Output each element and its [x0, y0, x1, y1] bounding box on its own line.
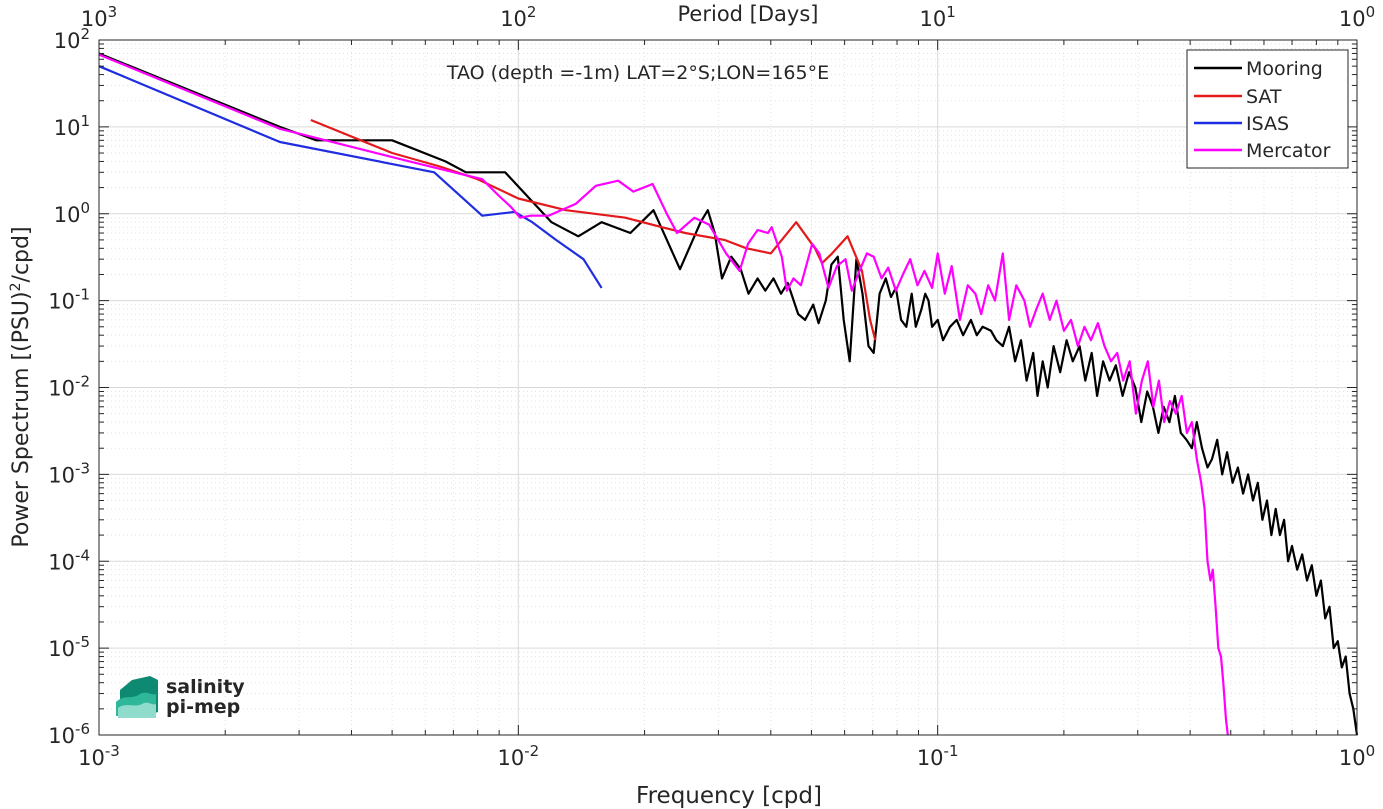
y-tick-label: 10-4	[48, 546, 90, 574]
minor-grid	[99, 40, 1357, 735]
legend-label-isas: ISAS	[1246, 113, 1289, 135]
tick-labels: 10-3 103 10-2 102 10-1 101 100 100 10-6 10-5 10-4 1…	[48, 3, 1375, 770]
y-tick-label: 10-5	[48, 633, 90, 661]
y-tick-label: 10-6	[48, 720, 90, 748]
top-x-tick-label: 103	[81, 3, 117, 31]
legend-box	[1186, 49, 1349, 169]
x-axis-label: Frequency [cpd]	[636, 783, 822, 809]
y-tick-label: 10-3	[48, 459, 90, 487]
series-line-mooring	[98, 52, 1359, 736]
logo-line2: pi-mep	[166, 696, 240, 718]
legend-label-mooring: Mooring	[1246, 58, 1323, 80]
logo-wave-icon	[116, 676, 158, 718]
y-axis-label: Power Spectrum [(PSU)2/cpd]	[8, 226, 34, 547]
axis-ticks	[98, 39, 1358, 736]
x-tick-label: 100	[1339, 742, 1375, 770]
chart-title: TAO (depth =-1m) LAT=2°S;LON=165°E	[446, 62, 829, 84]
x-tick-label: 10-2	[497, 742, 539, 770]
y-tick-label: 10-2	[48, 373, 90, 401]
y-tick-label: 100	[54, 199, 90, 227]
legend: Mooring SAT ISAS Mercator	[1186, 49, 1349, 169]
y-tick-label: 102	[54, 25, 90, 53]
y-tick-label: 101	[54, 112, 90, 140]
series-line-mercator	[98, 53, 1229, 736]
top-x-tick-label: 100	[1339, 3, 1375, 31]
top-axis-label: Period [Days]	[678, 2, 819, 26]
legend-label-mercator: Mercator	[1246, 140, 1331, 162]
y-axis-label-main: Power Spectrum [(PSU)	[9, 291, 34, 547]
y-axis-label-sup: 2	[8, 282, 24, 291]
top-x-tick-label: 102	[500, 3, 536, 31]
salinity-pi-mep-logo: salinity pi-mep	[116, 676, 245, 718]
x-tick-label: 10-3	[78, 742, 120, 770]
y-axis-label-rest: /cpd]	[9, 226, 34, 282]
legend-label-sat: SAT	[1246, 86, 1282, 108]
y-tick-label: 10-1	[48, 286, 90, 314]
top-x-tick-label: 101	[920, 3, 956, 31]
logo-line1: salinity	[166, 676, 245, 698]
series-layer	[98, 52, 1359, 736]
x-tick-label: 10-1	[917, 742, 959, 770]
